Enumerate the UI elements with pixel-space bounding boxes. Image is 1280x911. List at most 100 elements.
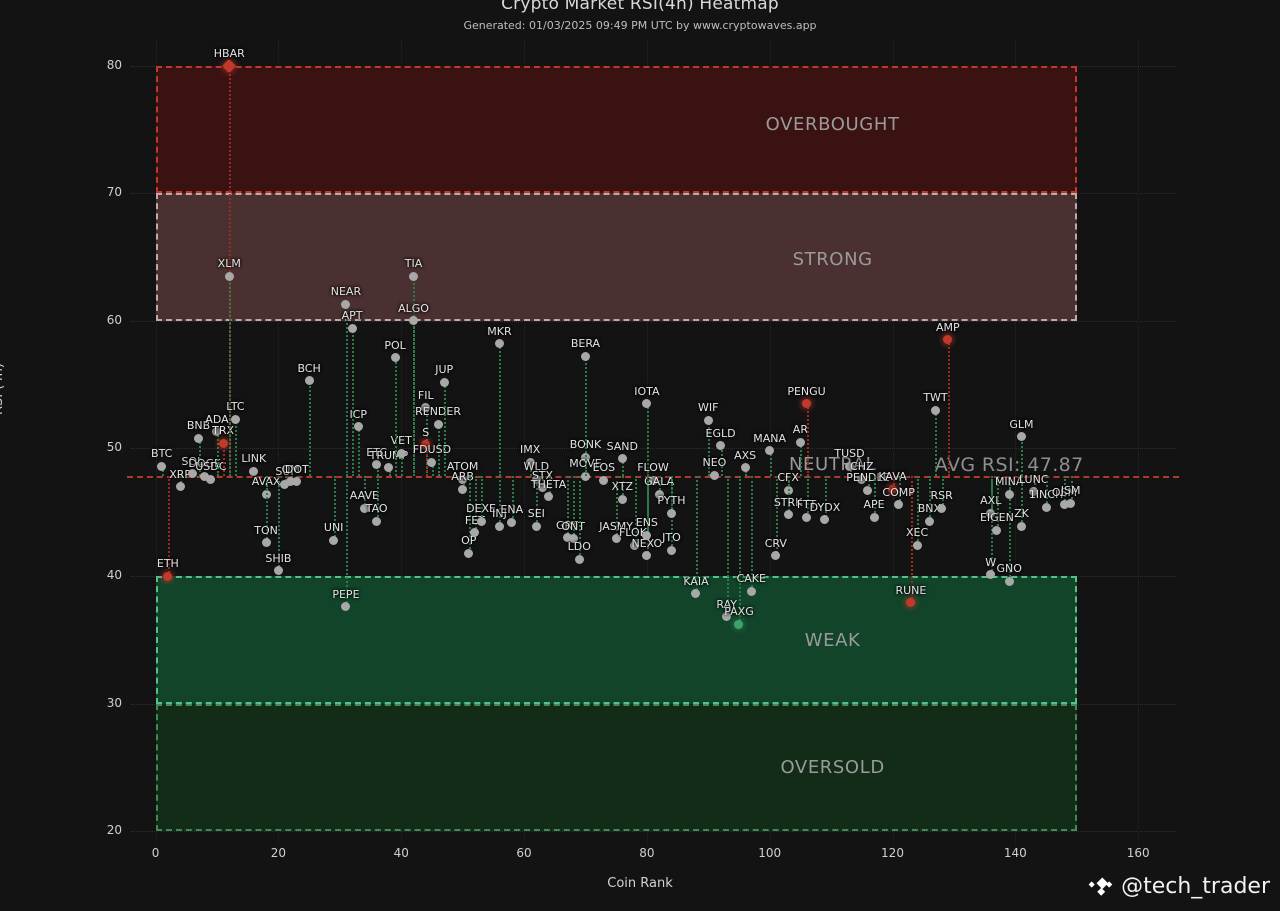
data-point[interactable] [427, 457, 437, 467]
data-point[interactable] [206, 474, 216, 484]
data-point[interactable] [666, 545, 676, 555]
data-point[interactable] [820, 515, 830, 525]
data-point[interactable] [175, 482, 185, 492]
data-point[interactable] [642, 530, 652, 540]
data-point[interactable] [1016, 521, 1026, 531]
data-point[interactable] [212, 427, 222, 437]
data-point[interactable] [494, 521, 504, 531]
data-point[interactable] [476, 516, 486, 526]
data-point[interactable] [249, 466, 259, 476]
data-point[interactable] [1059, 500, 1069, 510]
data-point[interactable] [372, 460, 382, 470]
data-point[interactable] [666, 508, 676, 518]
data-point[interactable] [433, 419, 443, 429]
data-point[interactable] [802, 399, 812, 409]
data-point[interactable] [439, 377, 449, 387]
data-point[interactable] [292, 477, 302, 487]
data-point[interactable] [1004, 489, 1014, 499]
data-point[interactable] [617, 494, 627, 504]
data-point[interactable] [740, 463, 750, 473]
data-point[interactable] [986, 508, 996, 518]
data-point[interactable] [912, 540, 922, 550]
data-point[interactable] [163, 571, 173, 581]
data-point[interactable] [630, 540, 640, 550]
data-point[interactable] [341, 602, 351, 612]
data-point[interactable] [194, 433, 204, 443]
data-point[interactable] [691, 589, 701, 599]
data-point[interactable] [353, 422, 363, 432]
data-point[interactable] [845, 461, 855, 471]
data-point[interactable] [783, 510, 793, 520]
data-point[interactable] [1041, 502, 1051, 512]
data-point[interactable] [986, 570, 996, 580]
data-point[interactable] [494, 339, 504, 349]
data-point[interactable] [943, 335, 953, 345]
data-point[interactable] [261, 538, 271, 548]
data-point[interactable] [599, 475, 609, 485]
data-point[interactable] [230, 414, 240, 424]
data-point[interactable] [765, 446, 775, 456]
data-point[interactable] [408, 271, 418, 281]
data-point[interactable] [937, 503, 947, 513]
data-point[interactable] [470, 528, 480, 538]
data-point[interactable] [1016, 432, 1026, 442]
data-point[interactable] [396, 448, 406, 458]
data-point[interactable] [384, 463, 394, 473]
data-point[interactable] [869, 512, 879, 522]
data-point[interactable] [746, 586, 756, 596]
data-point[interactable] [611, 534, 621, 544]
data-point[interactable] [507, 517, 517, 527]
data-point[interactable] [273, 566, 283, 576]
data-point[interactable] [562, 533, 572, 543]
data-point[interactable] [906, 598, 916, 608]
data-point[interactable] [1066, 498, 1076, 508]
data-point[interactable] [1029, 487, 1039, 497]
data-point[interactable] [580, 471, 590, 481]
data-point[interactable] [654, 489, 664, 499]
data-point[interactable] [795, 437, 805, 447]
data-point[interactable] [304, 376, 314, 386]
data-point[interactable] [930, 405, 940, 415]
data-point[interactable] [200, 471, 210, 481]
data-point[interactable] [544, 492, 554, 502]
data-point[interactable] [894, 500, 904, 510]
data-point[interactable] [617, 454, 627, 464]
data-point[interactable] [1004, 576, 1014, 586]
data-point[interactable] [888, 484, 897, 494]
data-point[interactable] [574, 554, 584, 564]
data-point[interactable] [157, 461, 167, 471]
data-point[interactable] [857, 474, 867, 484]
data-point[interactable] [992, 525, 1002, 535]
data-point[interactable] [464, 548, 474, 558]
data-point[interactable] [421, 440, 431, 450]
data-point[interactable] [421, 403, 431, 413]
data-point[interactable] [341, 299, 351, 309]
data-point[interactable] [734, 619, 744, 629]
data-point[interactable] [531, 521, 541, 531]
data-point[interactable] [722, 612, 732, 622]
data-point[interactable] [286, 477, 296, 487]
data-point[interactable] [802, 512, 812, 522]
data-point[interactable] [568, 534, 578, 544]
data-point[interactable] [642, 551, 652, 561]
data-point[interactable] [280, 479, 290, 489]
data-point[interactable] [458, 484, 468, 494]
data-point[interactable] [347, 323, 357, 333]
data-point[interactable] [390, 353, 400, 363]
data-point[interactable] [716, 441, 726, 451]
data-point[interactable] [863, 485, 873, 495]
data-point[interactable] [525, 457, 535, 467]
data-point[interactable] [771, 551, 781, 561]
data-point[interactable] [648, 475, 658, 485]
data-point[interactable] [924, 516, 934, 526]
data-point[interactable] [642, 399, 652, 409]
data-point[interactable] [709, 470, 719, 480]
data-point[interactable] [218, 438, 228, 448]
data-point[interactable] [580, 351, 590, 361]
data-point[interactable] [537, 483, 547, 493]
data-point[interactable] [408, 316, 418, 326]
data-point[interactable] [224, 271, 234, 281]
data-point[interactable] [359, 503, 369, 513]
data-point[interactable] [187, 469, 197, 479]
data-point[interactable] [329, 535, 339, 545]
